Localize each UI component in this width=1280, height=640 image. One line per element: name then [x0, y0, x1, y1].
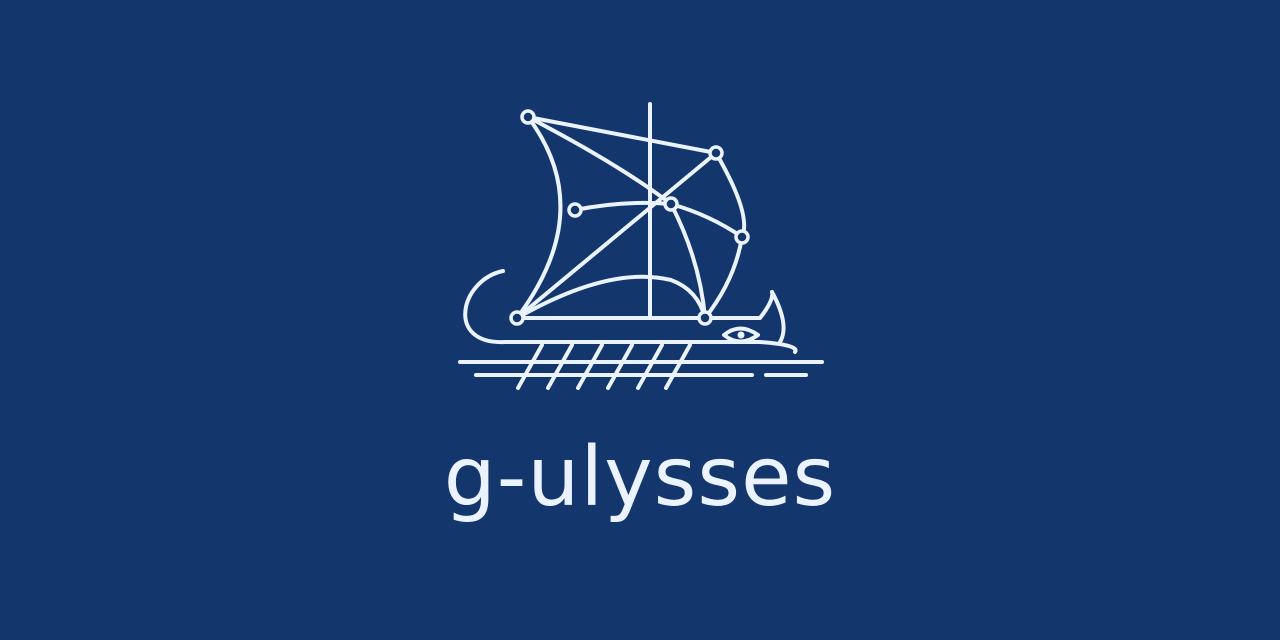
project-wordmark: g-ulysses: [443, 430, 837, 525]
greek-galley-ship-icon: [458, 102, 824, 390]
